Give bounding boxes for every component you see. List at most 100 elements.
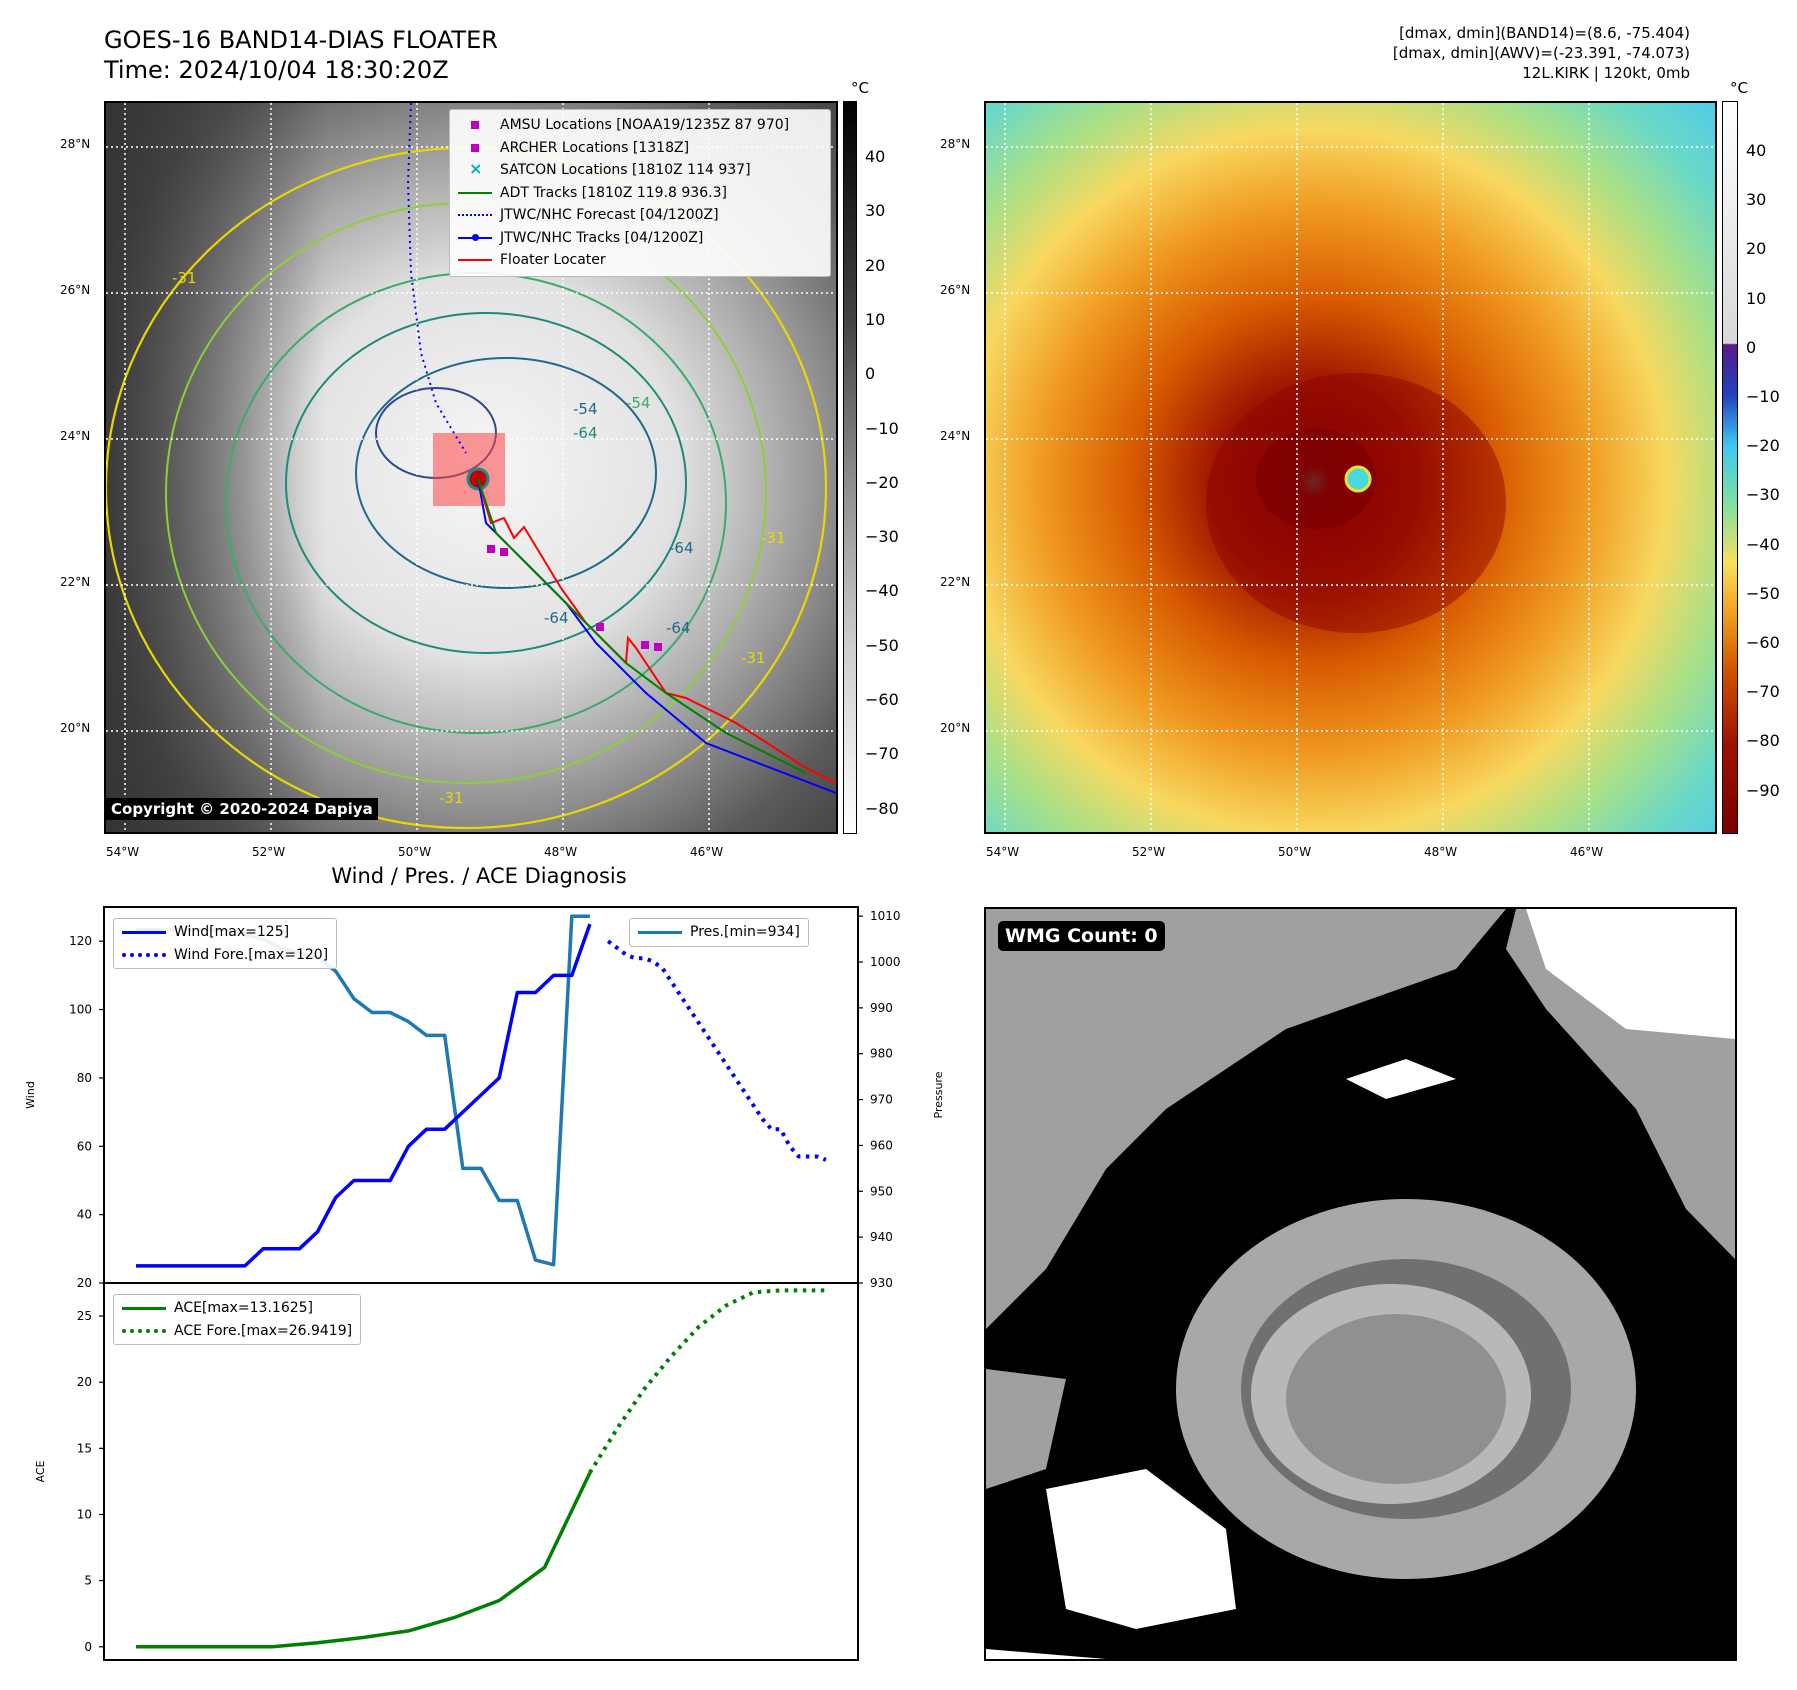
lon-tick: 46°W bbox=[1570, 845, 1604, 859]
pressure-axis-label: Pressure bbox=[932, 1071, 945, 1118]
lon-tick: 50°W bbox=[1278, 845, 1312, 859]
lon-tick: 46°W bbox=[690, 845, 724, 859]
forecast-track bbox=[406, 103, 467, 454]
wind-axis-tick-label: 120 bbox=[69, 934, 92, 948]
legend-item-ace-forecast: ACE Fore.[max=26.9419] bbox=[122, 1320, 352, 1343]
colorbar-tick: −80 bbox=[1746, 731, 1780, 751]
pressure-legend: Pres.[min=934] bbox=[629, 918, 809, 947]
lon-tick: 54°W bbox=[106, 845, 140, 859]
contour-label: -31 bbox=[172, 269, 197, 287]
legend-item-forecast: JTWC/NHC Forecast [04/1200Z] bbox=[458, 204, 822, 227]
legend-item-wind-forecast: Wind Fore.[max=120] bbox=[122, 944, 328, 967]
ace-axis-tick-label: 25 bbox=[77, 1309, 92, 1323]
pressure-axis-tick-label: 930 bbox=[870, 1276, 893, 1290]
ace-axis-tick-label: 15 bbox=[77, 1441, 92, 1455]
diagnosis-title: Wind / Pres. / ACE Diagnosis bbox=[331, 864, 627, 888]
figure-title: GOES-16 BAND14-DIAS FLOATER bbox=[104, 26, 498, 54]
contour-label: -31 bbox=[741, 649, 766, 667]
pressure-axis-tick-label: 1000 bbox=[870, 955, 901, 969]
colorbar-tick: −30 bbox=[1746, 485, 1780, 505]
pressure-axis-tick-label: 940 bbox=[870, 1230, 893, 1244]
wind-axis-label: Wind bbox=[24, 1081, 37, 1109]
ace-series-line bbox=[136, 1471, 592, 1649]
legend-item-pressure: Pres.[min=934] bbox=[638, 921, 800, 944]
colorbar-tick: 40 bbox=[1746, 141, 1767, 160]
ace-plot-frame bbox=[103, 1282, 859, 1661]
line-dot-icon bbox=[458, 231, 492, 245]
contour-label: -31 bbox=[439, 789, 464, 807]
lat-tick: 24°N bbox=[60, 429, 91, 443]
legend-item-wind: Wind[max=125] bbox=[122, 921, 328, 944]
dotted-line-icon bbox=[122, 948, 166, 962]
contour-label: -64 bbox=[573, 424, 598, 442]
pressure-axis-tick-label: 960 bbox=[870, 1138, 893, 1152]
legend-item-amsu: AMSU Locations [NOAA19/1235Z 87 970] bbox=[458, 114, 822, 137]
colorbar-enhanced bbox=[1722, 101, 1738, 834]
colorbar-unit: °C bbox=[851, 79, 869, 97]
ir-map-right-svg bbox=[986, 103, 1715, 832]
legend-item-tracks: JTWC/NHC Tracks [04/1200Z] bbox=[458, 227, 822, 250]
legend-item-floater: Floater Locater bbox=[458, 249, 822, 272]
pressure-axis-tick-label: 970 bbox=[870, 1093, 893, 1107]
lat-tick: 28°N bbox=[60, 137, 91, 151]
ace-axis-tick-label: 20 bbox=[77, 1375, 92, 1389]
colorbar-tick: −60 bbox=[1746, 633, 1780, 652]
wmg-panel: WMG Count: 0 bbox=[984, 907, 1737, 1661]
colorbar-tick: 0 bbox=[1746, 337, 1757, 357]
line-icon bbox=[122, 925, 166, 939]
wind-series-line bbox=[136, 923, 592, 1268]
line-icon bbox=[122, 1301, 166, 1315]
colorbar-tick: −20 bbox=[1746, 436, 1780, 456]
info-awv: [dmax, dmin](AWV)=(-23.391, -74.073) bbox=[1392, 44, 1690, 62]
contour-label: -31 bbox=[761, 529, 786, 547]
colorbar-tick: 30 bbox=[1746, 190, 1767, 210]
wind-legend: Wind[max=125] Wind Fore.[max=120] bbox=[113, 918, 338, 969]
contour-label: -64 bbox=[666, 619, 691, 637]
lat-tick: 24°N bbox=[940, 429, 971, 443]
colorbar-tick: 30 bbox=[865, 201, 886, 221]
lon-tick: 50°W bbox=[398, 845, 432, 859]
dotted-line-icon bbox=[122, 1324, 166, 1338]
wind-axis-tick-label: 100 bbox=[69, 1003, 92, 1017]
line-icon bbox=[458, 253, 492, 267]
lat-tick: 28°N bbox=[940, 137, 971, 151]
ir-map-left: -54 -64 -64 -54 -64 -64 -31 -31 -31 -31 … bbox=[104, 101, 838, 834]
colorbar-tick: −70 bbox=[1746, 682, 1780, 702]
pressure-axis-tick-label: 990 bbox=[870, 1001, 893, 1015]
colorbar-tick: −10 bbox=[865, 418, 899, 438]
lat-tick: 22°N bbox=[60, 575, 91, 589]
colorbar-tick: −90 bbox=[1746, 780, 1780, 800]
pressure-axis-tick-label: 1010 bbox=[870, 909, 901, 923]
legend-item-satcon: × SATCON Locations [1810Z 114 937] bbox=[458, 159, 822, 182]
floater-box bbox=[433, 433, 505, 506]
ace-axis-label: ACE bbox=[34, 1460, 47, 1482]
colorbar-tick: 20 bbox=[1746, 239, 1767, 259]
copyright-badge: Copyright © 2020-2024 Dapiya bbox=[106, 798, 378, 820]
ace-axis-tick-label: 10 bbox=[77, 1507, 92, 1521]
lon-tick: 54°W bbox=[986, 845, 1020, 859]
colorbar-tick: −60 bbox=[865, 690, 899, 709]
line-icon bbox=[458, 186, 492, 200]
diagnosis-chart: 2040608010012093094095096097098099010001… bbox=[24, 906, 945, 1661]
info-band14: [dmax, dmin](BAND14)=(8.6, -75.404) bbox=[1399, 24, 1690, 42]
colorbar-tick: −70 bbox=[865, 744, 899, 764]
wind-axis-tick-label: 20 bbox=[77, 1276, 92, 1290]
legend-item-adt: ADT Tracks [1810Z 119.8 936.3] bbox=[458, 182, 822, 205]
amsu-archer-markers bbox=[487, 545, 662, 651]
lat-tick: 22°N bbox=[940, 575, 971, 589]
colorbar-tick: −80 bbox=[865, 798, 899, 818]
contour-labels-layer: -54 -64 -64 -54 -64 -64 -31 -31 -31 -31 bbox=[172, 269, 786, 807]
pressure-axis-tick-label: 950 bbox=[870, 1184, 893, 1198]
pressure-axis-tick-label: 980 bbox=[870, 1047, 893, 1061]
wind-axis-tick-label: 60 bbox=[77, 1139, 92, 1153]
ace-legend: ACE[max=13.1625] ACE Fore.[max=26.9419] bbox=[113, 1294, 362, 1345]
legend-item-archer: ARCHER Locations [1318Z] bbox=[458, 137, 822, 160]
wind-forecast-series-line bbox=[606, 939, 827, 1162]
wind-axis-tick-label: 80 bbox=[77, 1071, 92, 1085]
colorbar-tick: −30 bbox=[865, 527, 899, 547]
cross-marker-icon: × bbox=[469, 159, 483, 179]
ace-forecast-series-line bbox=[588, 1288, 826, 1474]
contour-label: -64 bbox=[544, 609, 569, 627]
colorbar-unit: °C bbox=[1730, 79, 1748, 97]
colorbar-tick: 20 bbox=[865, 255, 886, 275]
